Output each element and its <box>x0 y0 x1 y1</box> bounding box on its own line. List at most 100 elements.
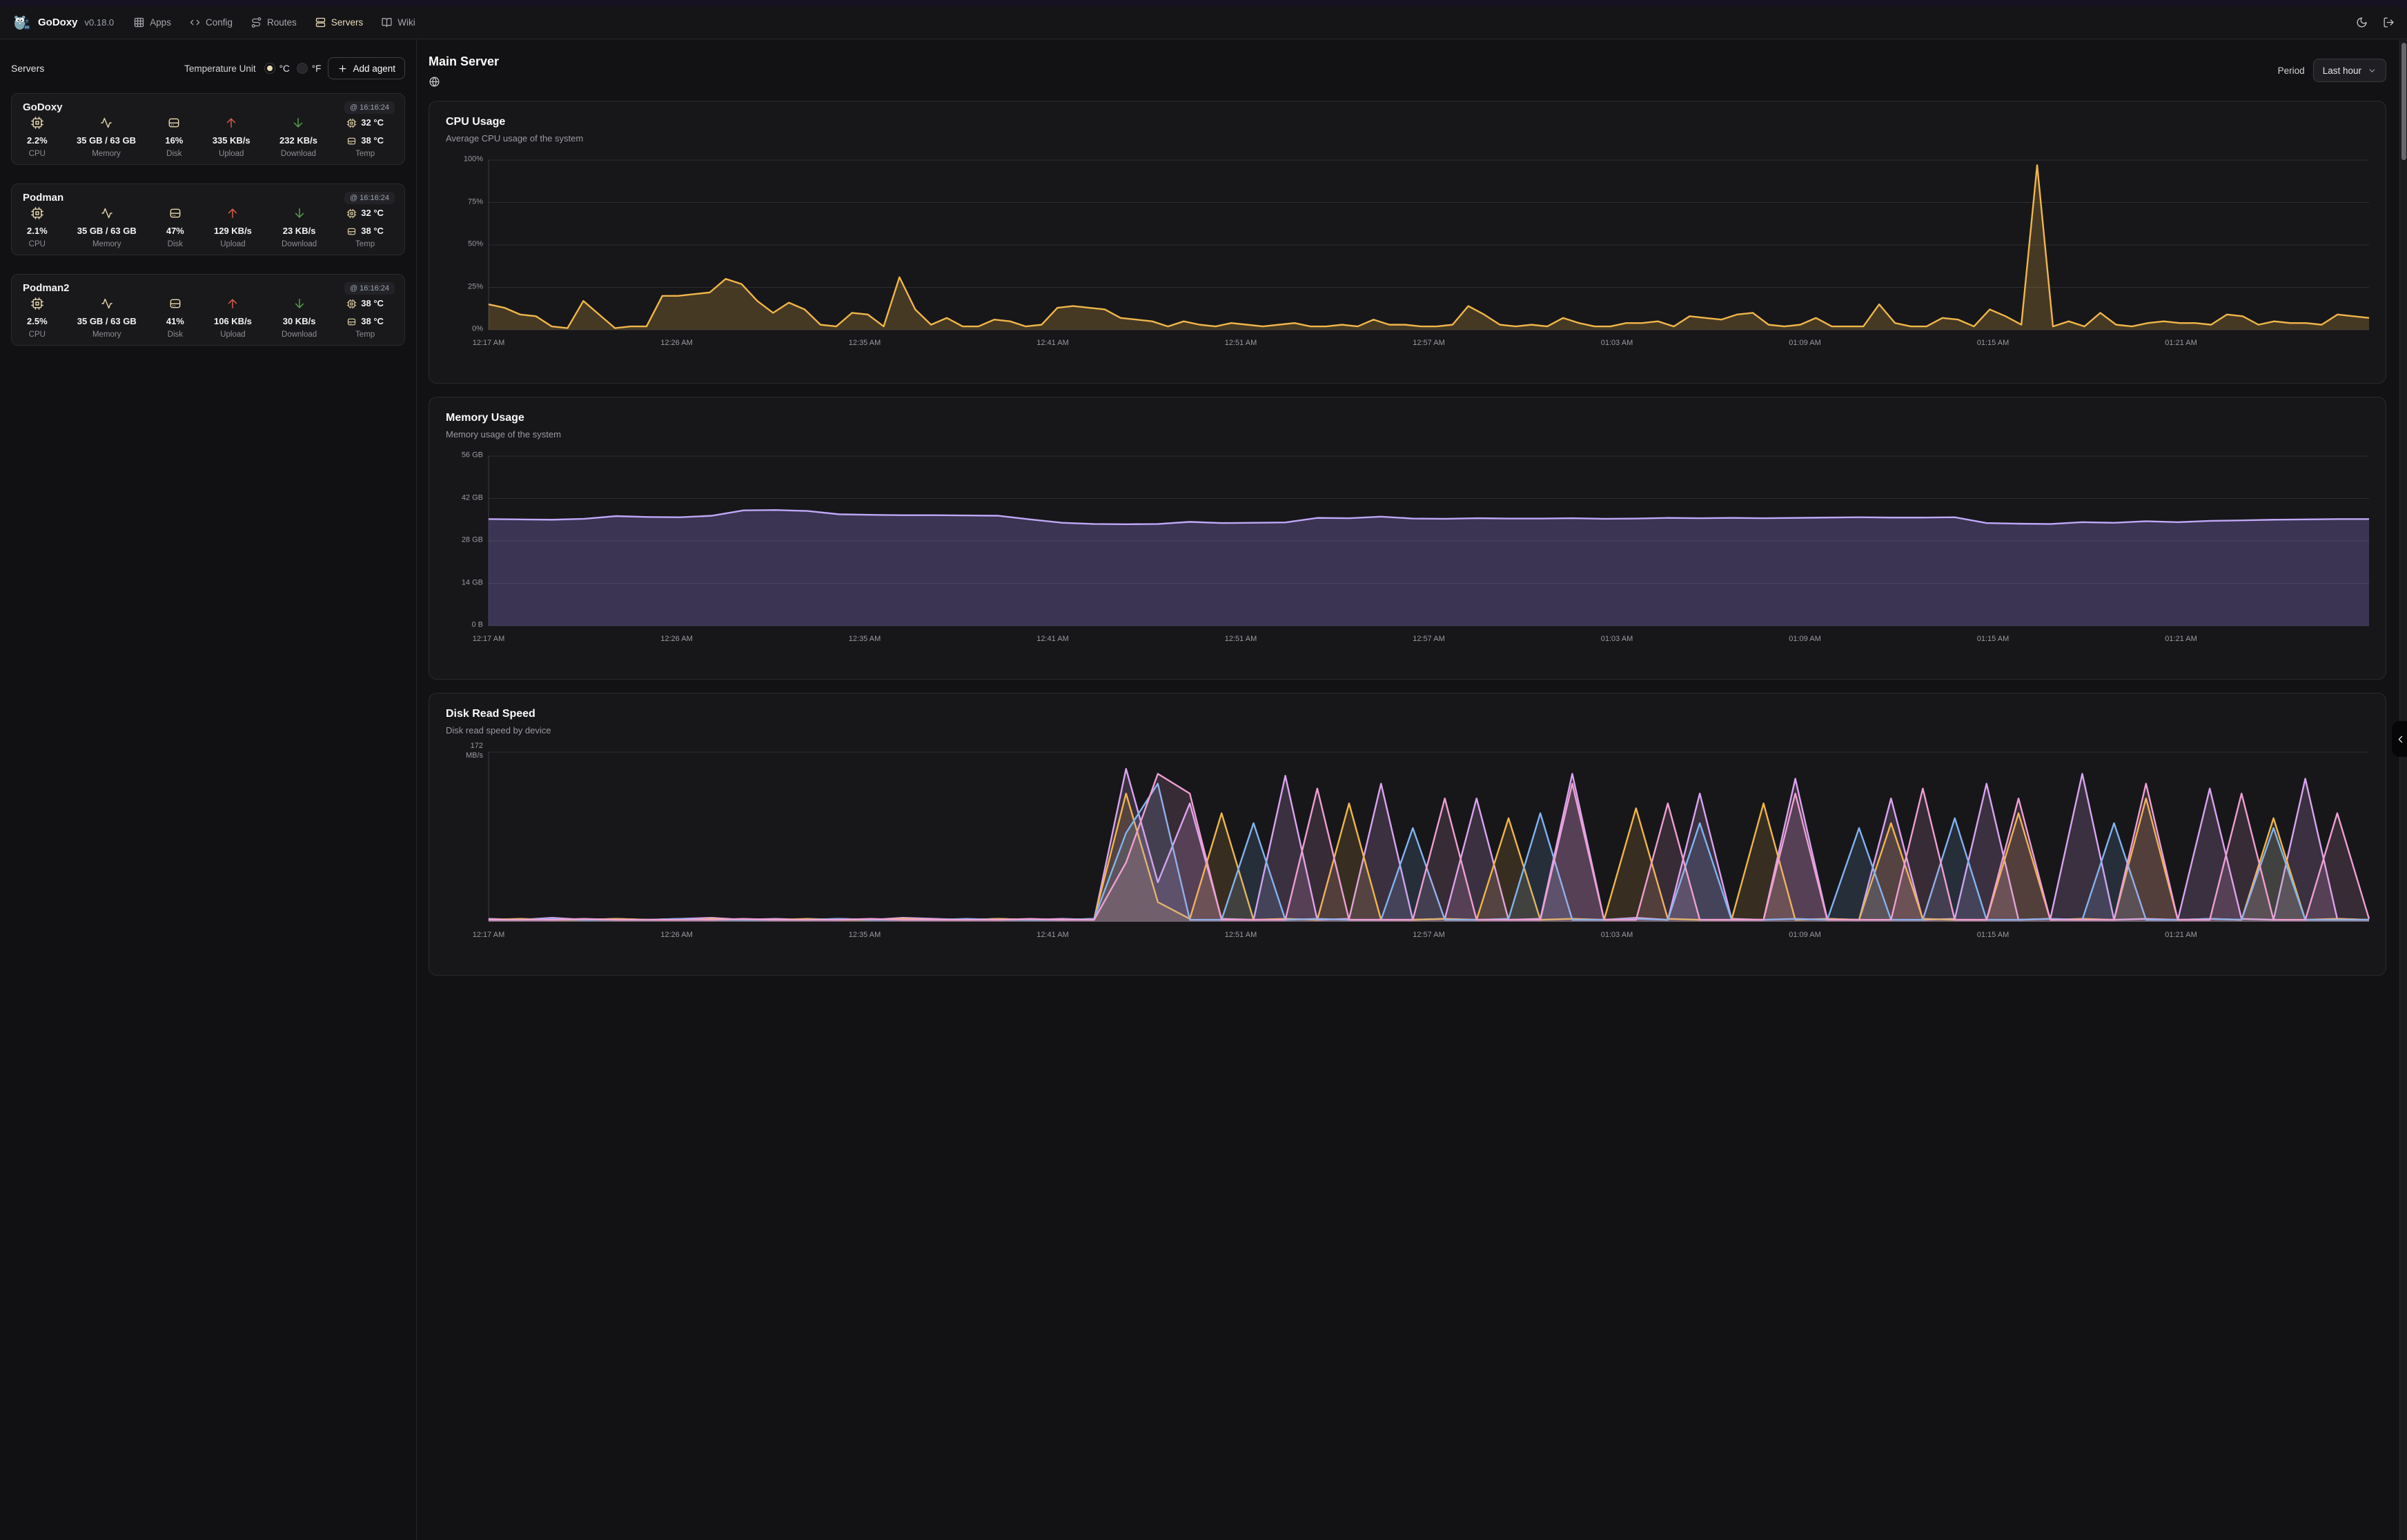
logout-button[interactable] <box>2383 17 2395 28</box>
y-tick-label: 0 B <box>471 620 483 629</box>
memory-value: 35 GB / 63 GB <box>77 226 137 236</box>
stat-download: 30 KB/s Download <box>282 296 317 339</box>
arrow-up-icon <box>226 297 239 310</box>
memory-plot <box>489 456 2369 626</box>
y-axis: 100% 75% 50% 25% 0% <box>446 155 489 333</box>
cpu-icon <box>30 206 44 220</box>
cpu-series <box>489 160 2369 330</box>
chevron-left-icon <box>2395 733 2406 745</box>
upload-value: 129 KB/s <box>213 226 252 236</box>
cpu-temp-icon <box>346 299 357 309</box>
book-open-icon <box>381 17 393 28</box>
brand-title: GoDoxy <box>38 17 78 28</box>
cpu-icon <box>30 116 44 130</box>
chart-title: Disk Read Speed <box>446 708 536 720</box>
scrollbar-thumb[interactable] <box>2401 43 2406 160</box>
hard-drive-icon <box>167 116 181 130</box>
server-name: Podman <box>23 192 64 204</box>
fahrenheit-label: °F <box>311 63 322 74</box>
collapse-panel-tab[interactable] <box>2392 721 2407 757</box>
server-timestamp: @ 16:16:24 <box>344 101 395 114</box>
x-tick-label: 01:21 AM <box>2165 339 2197 347</box>
disk-read-speed-card: Disk Read Speed Disk read speed by devic… <box>429 693 2386 976</box>
hard-drive-icon <box>168 206 182 220</box>
main-nav: Apps Config Routes Servers Wiki <box>133 17 415 28</box>
fahrenheit-radio-option[interactable]: °F <box>296 63 322 74</box>
server-card-podman[interactable]: Podman @ 16:16:24 2.1% CPU 35 GB / 63 GB <box>11 184 405 255</box>
server-timestamp: @ 16:16:24 <box>344 192 395 204</box>
disk-series <box>489 752 2369 922</box>
cpu-value: 2.2% <box>27 135 48 146</box>
x-tick-label: 12:17 AM <box>472 931 505 939</box>
x-tick-label: 01:15 AM <box>1976 339 2010 347</box>
x-tick-label: 12:35 AM <box>848 931 881 939</box>
server-timestamp: @ 16:16:24 <box>344 282 395 295</box>
temperature-unit-label: Temperature Unit <box>184 63 256 74</box>
x-tick-label: 12:26 AM <box>660 931 693 939</box>
period-select[interactable]: Last hour <box>2312 59 2386 82</box>
x-tick-label: 01:09 AM <box>1789 339 1821 347</box>
x-tick-label: 01:21 AM <box>2165 635 2197 643</box>
stat-cpu: 2.1% CPU <box>27 206 48 248</box>
x-tick-label: 12:41 AM <box>1037 635 1069 643</box>
cpu-label: CPU <box>28 240 46 248</box>
nav-item-servers[interactable]: Servers <box>315 17 363 28</box>
server-card-podman2[interactable]: Podman2 @ 16:16:24 2.5% CPU 35 GB / 63 G… <box>11 274 405 346</box>
page-title: Main Server <box>429 55 500 68</box>
activity-icon <box>99 116 113 130</box>
disk-temp-icon <box>346 317 357 327</box>
celsius-radio[interactable] <box>264 63 275 74</box>
celsius-radio-option[interactable]: °C <box>264 63 290 74</box>
nav-item-routes[interactable]: Routes <box>250 17 297 28</box>
add-agent-button[interactable]: Add agent <box>328 57 405 79</box>
stat-memory: 35 GB / 63 GB Memory <box>77 296 137 339</box>
moon-icon <box>2356 17 2368 28</box>
x-tick-label: 12:17 AM <box>472 339 505 347</box>
stat-cpu: 2.2% CPU <box>27 115 48 158</box>
version-label: v0.18.0 <box>84 17 115 28</box>
fahrenheit-radio[interactable] <box>296 63 308 74</box>
vertical-scrollbar[interactable] <box>2399 40 2407 1540</box>
godoxy-logo <box>12 13 31 32</box>
stat-upload: 129 KB/s Upload <box>214 206 252 248</box>
theme-toggle-button[interactable] <box>2356 17 2368 28</box>
gridlines <box>489 160 2369 330</box>
disk-value: 16% <box>165 135 184 146</box>
nav-label: Wiki <box>397 17 415 28</box>
y-tick-label: 0% <box>472 324 483 333</box>
chart-title: Memory Usage <box>446 412 524 424</box>
x-tick-label: 01:03 AM <box>1600 339 1633 347</box>
memory-usage-card: Memory Usage Memory usage of the system … <box>429 397 2386 680</box>
server-card-godoxy[interactable]: GoDoxy @ 16:16:24 2.2% CPU 35 GB / 63 GB <box>11 93 405 165</box>
memory-value: 35 GB / 63 GB <box>77 316 137 326</box>
x-tick-label: 12:57 AM <box>1413 931 1445 939</box>
chevron-down-icon <box>2368 66 2377 75</box>
upload-value: 335 KB/s <box>212 135 250 146</box>
server-card-list: GoDoxy @ 16:16:24 2.2% CPU 35 GB / 63 GB <box>0 93 416 346</box>
nav-item-apps[interactable]: Apps <box>133 17 171 28</box>
chart-title: CPU Usage <box>446 116 506 128</box>
y-tick-label: 100% <box>463 155 483 164</box>
stat-memory: 35 GB / 63 GB Memory <box>77 206 137 248</box>
logout-icon <box>2383 17 2395 28</box>
server-name: GoDoxy <box>23 101 63 113</box>
nav-item-config[interactable]: Config <box>189 17 233 28</box>
chart-subtitle: Average CPU usage of the system <box>446 133 584 144</box>
arrow-down-icon <box>293 206 306 220</box>
y-tick-label: 75% <box>467 197 483 206</box>
download-label: Download <box>280 150 317 158</box>
disk-temp-value: 38 °C <box>361 226 384 236</box>
stat-temp: 38 °C 38 °C Temp <box>346 296 384 339</box>
x-axis: 12:17 AM 12:26 AM 12:35 AM 12:41 AM 12:51 AM… <box>473 922 2369 945</box>
stat-disk: 41% Disk <box>166 296 184 339</box>
x-axis: 12:17 AM 12:26 AM 12:35 AM 12:41 AM 12:51 AM… <box>473 626 2369 649</box>
x-tick-label: 12:57 AM <box>1413 635 1445 643</box>
x-tick-label: 01:21 AM <box>2165 931 2197 939</box>
server-stack-icon <box>315 17 326 28</box>
memory-value: 35 GB / 63 GB <box>77 135 136 146</box>
stat-disk: 16% Disk <box>165 115 183 158</box>
x-tick-label: 12:57 AM <box>1413 339 1445 347</box>
y-tick-label: 50% <box>467 239 483 248</box>
y-tick-label: 172 MB/s <box>465 741 483 760</box>
nav-item-wiki[interactable]: Wiki <box>381 17 415 28</box>
